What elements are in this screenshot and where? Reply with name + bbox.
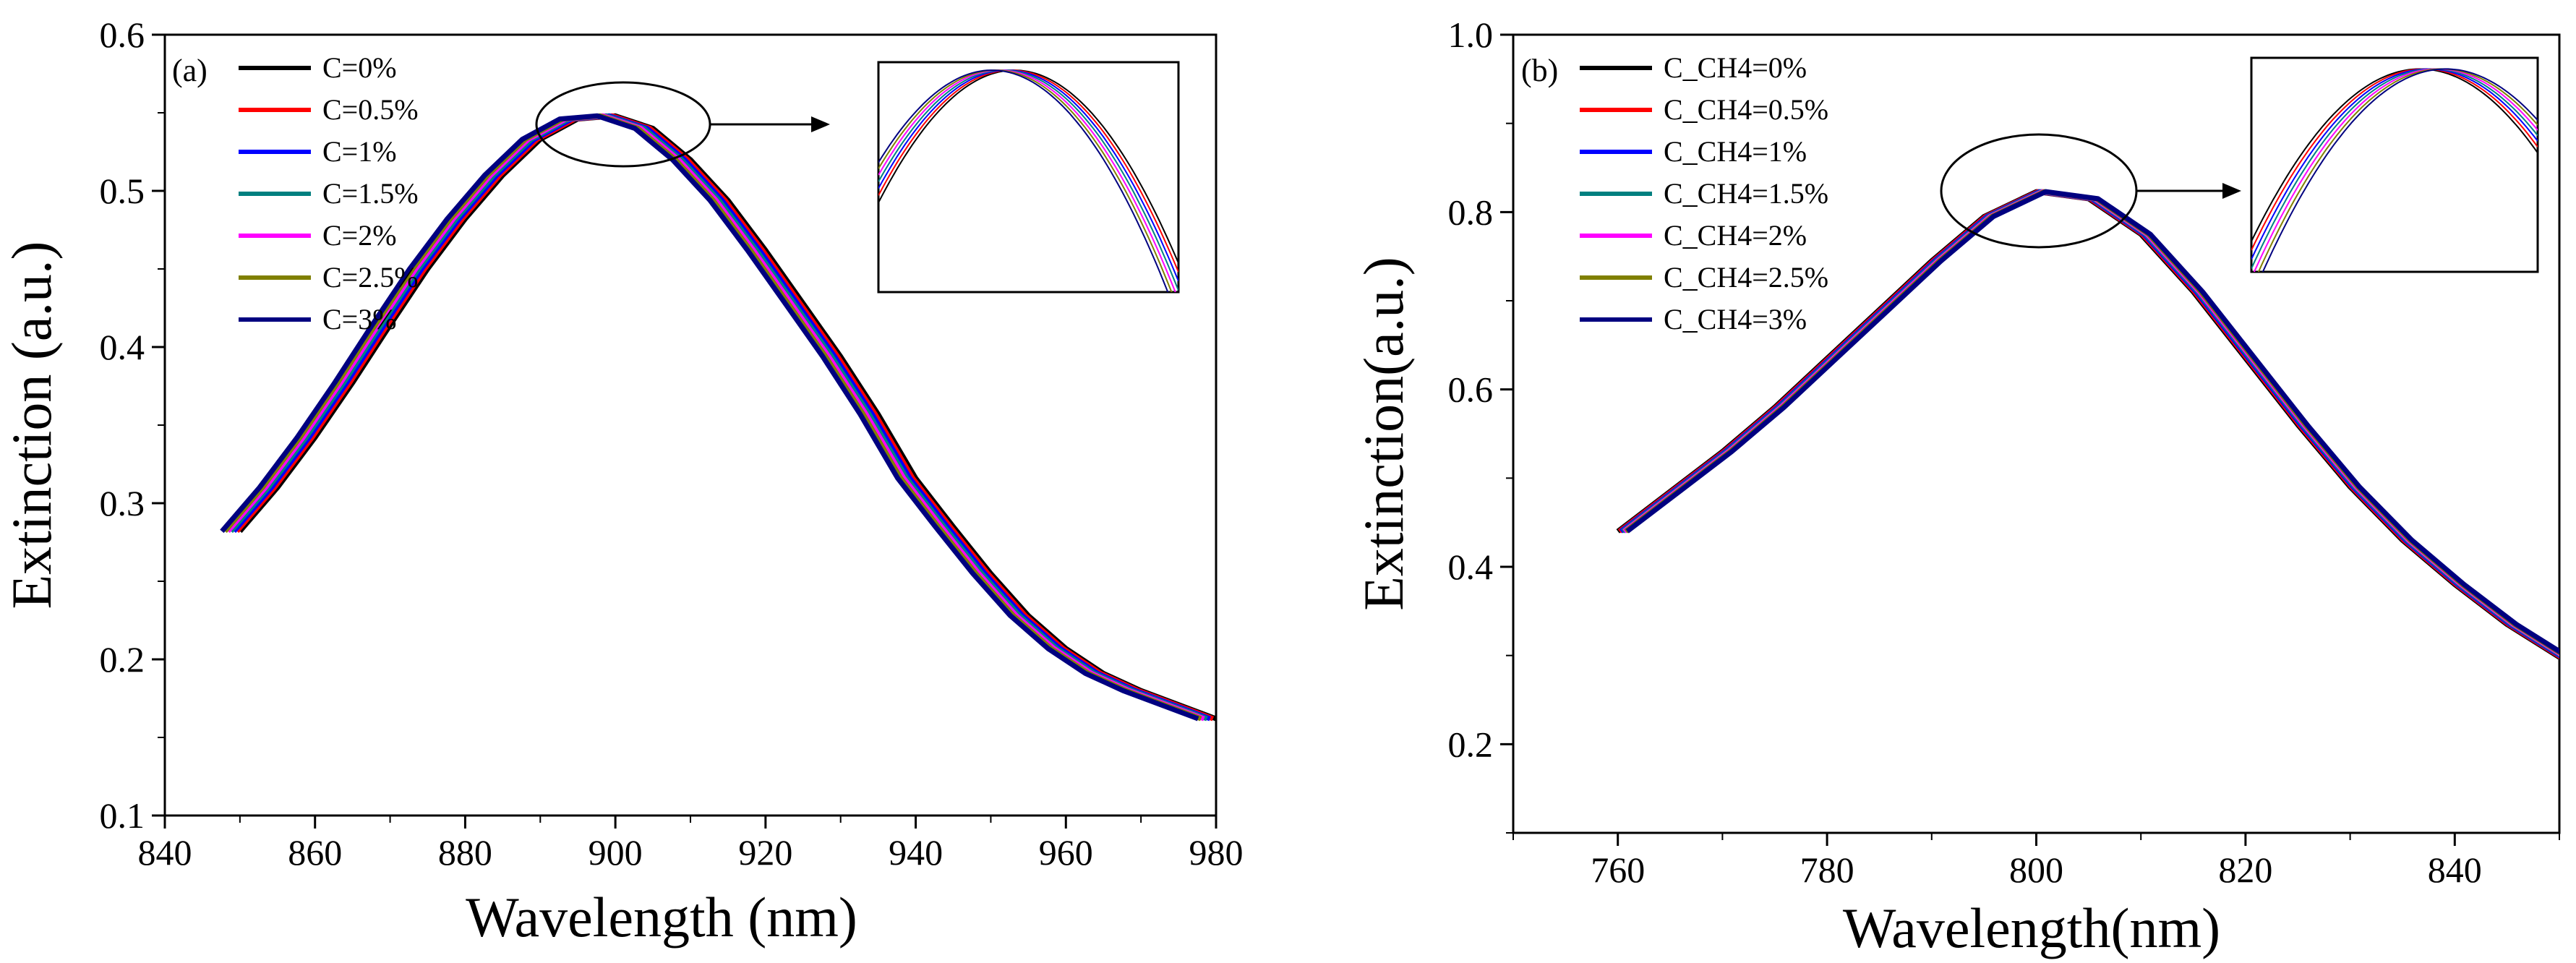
legend: C_CH4=0% C_CH4=0.5% C_CH4=1% C_CH4=1.5% C_CH…: [1580, 51, 1828, 335]
panel-b-extinction-chart: 760 780 800 820 840 0.2 0.4 0.6 0.8 1.0 Wavelength…: [1352, 14, 2561, 959]
y-tick-label: 0.2: [1448, 724, 1494, 764]
x-tick-label: 980: [1189, 832, 1244, 873]
panel-a-extinction-chart: 840 860 880 900 920 940 960 9800.10.20.30.40.50…: [0, 14, 1244, 949]
legend-label: C=2.5%: [322, 261, 419, 294]
arrow-head-icon: [2222, 183, 2241, 199]
legend-label: C_CH4=2.5%: [1664, 261, 1828, 294]
x-axis-title: Wavelength (nm): [466, 886, 857, 949]
x-tick-label: 900: [589, 832, 643, 873]
y-axis-title: Extinction(a.u.): [1352, 257, 1415, 611]
legend-label: C=0.5%: [322, 93, 419, 126]
y-axis-title: Extinction (a.u.): [0, 241, 63, 609]
x-tick-label: 880: [438, 832, 492, 873]
y-tick-label: 0.2: [100, 639, 145, 680]
series-group: [1616, 189, 2559, 660]
inset-series-line: [878, 69, 1176, 292]
legend-label: C=0%: [322, 51, 397, 84]
x-tick-label: 760: [1591, 849, 1645, 890]
legend-label: C=1.5%: [322, 177, 419, 210]
inset-series-line: [2257, 68, 2538, 272]
x-tick-label: 940: [889, 832, 943, 873]
inset-series-line: [878, 69, 1178, 264]
x-tick-label: 820: [2218, 849, 2272, 890]
x-tick-label: 840: [2428, 849, 2482, 890]
legend-label: C_CH4=0.5%: [1664, 93, 1828, 126]
y-axis: 0.1 0.2 0.3 0.4 0.5 0.6: [100, 14, 165, 836]
x-tick-label: 920: [738, 832, 792, 873]
inset-frame: [877, 61, 1180, 294]
legend-label: C_CH4=1.5%: [1664, 177, 1828, 210]
inset-series-line: [2262, 68, 2538, 272]
inset-series-line: [2251, 68, 2538, 270]
y-tick-label: 0.8: [1448, 192, 1494, 232]
legend-label: C_CH4=1%: [1664, 135, 1807, 168]
legend-label: C=1%: [322, 135, 397, 168]
x-tick-label: 780: [1800, 849, 1854, 890]
x-axis: 840 860 880 900 920 940 960 980: [138, 816, 1244, 873]
legend-label: C_CH4=0%: [1664, 51, 1807, 84]
x-axis-title: Wavelength(nm): [1843, 896, 2220, 959]
panel-label: (b): [1521, 53, 1558, 88]
series-line-c-ch4-3-: [1625, 189, 2559, 655]
x-tick-label: 860: [288, 832, 342, 873]
inset-series-group: [878, 69, 1178, 292]
inset-series-line: [878, 69, 1178, 273]
legend-label: C=2%: [322, 219, 397, 252]
inset-series-line: [878, 69, 1169, 292]
series-group: [220, 113, 1216, 722]
inset-series-line: [2251, 68, 2538, 242]
inset-series-group: [2251, 68, 2538, 272]
inset-series-line: [2253, 68, 2538, 272]
inset-series-line: [2251, 68, 2538, 251]
series-line-c-3-: [220, 113, 1199, 722]
legend-label: C=3%: [322, 303, 397, 335]
inset-series-line: [878, 69, 1173, 292]
y-tick-label: 0.6: [100, 14, 145, 55]
y-tick-label: 1.0: [1448, 14, 1494, 55]
y-tick-label: 0.6: [1448, 369, 1494, 410]
inset-series-line: [878, 69, 1178, 282]
y-tick-label: 0.5: [100, 171, 145, 211]
inset-series-line: [878, 69, 1178, 291]
y-tick-label: 0.1: [100, 795, 145, 836]
arrow-head-icon: [811, 116, 830, 132]
x-axis: 760 780 800 820 840: [1512, 833, 2560, 890]
x-tick-label: 800: [2009, 849, 2063, 890]
x-tick-label: 840: [138, 832, 192, 873]
panel-label: (a): [172, 53, 207, 88]
x-tick-label: 960: [1039, 832, 1093, 873]
legend: C=0% C=0.5% C=1% C=1.5% C=2% C=2.5% C=3%: [239, 51, 419, 335]
y-axis: 0.2 0.4 0.6 0.8 1.0: [1448, 14, 1513, 834]
y-tick-label: 0.4: [1448, 547, 1494, 587]
inset-series-line: [2251, 68, 2538, 260]
legend-label: C_CH4=3%: [1664, 303, 1807, 335]
y-tick-label: 0.4: [100, 327, 145, 367]
y-tick-label: 0.3: [100, 483, 145, 523]
legend-label: C_CH4=2%: [1664, 219, 1807, 252]
